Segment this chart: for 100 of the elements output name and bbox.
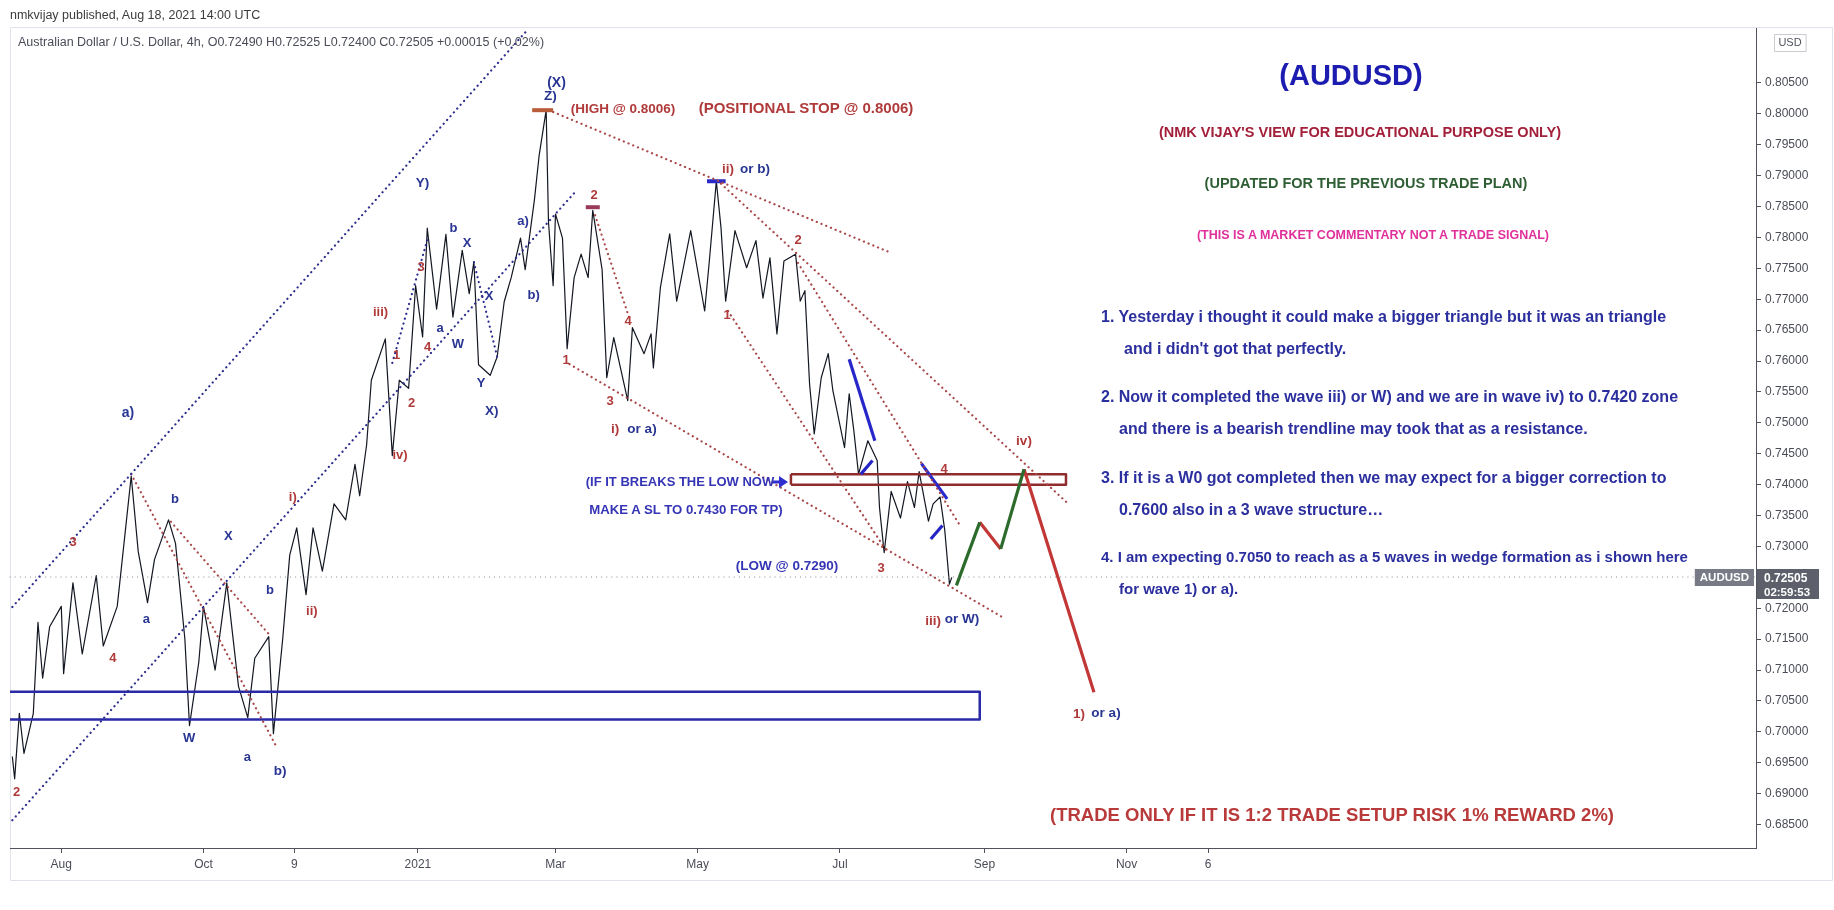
x-tick-label: Jul [832, 856, 848, 871]
annotation: (UPDATED FOR THE PREVIOUS TRADE PLAN) [1204, 174, 1528, 192]
annotation: 4 [109, 649, 117, 666]
annotation: 1. Yesterday i thought it could make a bigger triangle but it was an triangle and i didn't got that perfectly. [1101, 307, 1667, 359]
annotation: 4 [624, 313, 632, 329]
annotation: (POSITIONAL STOP @ 0.8006) [698, 97, 914, 117]
x-tick-label: Aug [50, 856, 72, 871]
y-tick-label: 0.78500 [1765, 198, 1809, 213]
annotation: b) [527, 286, 540, 303]
text: nmkvijay published, Aug 18, 2021 14:00 UTC [10, 7, 261, 23]
annotation: a) [517, 212, 529, 229]
y-tick-label: 0.70500 [1765, 693, 1809, 708]
annotation: 2 [794, 232, 802, 248]
annotation: i) [610, 419, 620, 437]
annotation: b [171, 490, 179, 507]
annotation: Z) [544, 88, 557, 105]
annotation: or a) [1091, 703, 1121, 721]
x-tick-label: Oct [194, 856, 214, 871]
y-tick-label: 0.73000 [1765, 538, 1809, 553]
annotation: iii) [925, 611, 941, 629]
y-tick-label: 0.78000 [1765, 229, 1809, 244]
y-axis-title: USD [1778, 36, 1802, 49]
annotation: a) [121, 402, 135, 421]
annotation: 3 [877, 560, 885, 576]
y-tick-label: 0.74500 [1765, 446, 1809, 461]
annotation: b [266, 581, 274, 598]
annotation: MAKE A SL TO 0.7430 FOR TP) [589, 500, 783, 518]
annotation: X [223, 528, 233, 545]
annotation: 3 [69, 534, 77, 550]
annotation: (THIS IS A MARKET COMMENTARY NOT A TRADE SIGNAL) [1196, 227, 1550, 243]
annotation: ii) [722, 159, 734, 177]
annotation: 4 [423, 339, 432, 355]
y-tick-label: 0.69500 [1765, 755, 1809, 770]
y-tick-label: 0.80500 [1765, 75, 1809, 90]
y-tick-label: 0.69000 [1765, 785, 1809, 800]
y-tick-label: 0.74000 [1765, 476, 1809, 491]
y-tick-label: 0.75500 [1765, 384, 1809, 399]
annotation: (HIGH @ 0.8006) [570, 99, 676, 117]
ref-line-label: AUDUSD [1699, 571, 1749, 584]
annotation: 2 [407, 395, 416, 411]
annotation: 3. If it is a W0 got completed then we may expect for a bigger correction to 0.7600 also in a 3 wave structure… [1101, 468, 1667, 520]
annotation: i) [288, 489, 297, 506]
annotation: 1) [1072, 704, 1086, 722]
y-tick-label: 0.76000 [1765, 353, 1809, 368]
annotation: 4. I am expecting 0.7050 to reach as a 5 waves in wedge formation as i shown here for wave 1) or a). [1101, 547, 1688, 599]
annotation: 1 [723, 307, 731, 323]
y-tick-label: 0.76500 [1765, 322, 1809, 337]
y-tick-label: 0.71000 [1765, 662, 1809, 677]
annotation: Y) [415, 173, 430, 191]
annotation: 2 [12, 784, 21, 800]
annotation: b [449, 220, 458, 236]
x-tick-label: 9 [291, 856, 299, 871]
y-tick-label: 0.79500 [1765, 137, 1809, 152]
annotation: or a) [627, 419, 657, 437]
annotation: (TRADE ONLY IF IT IS 1:2 TRADE SETUP RISK 1% REWARD 2%) [1050, 802, 1614, 826]
annotation: a [142, 611, 151, 627]
annotation: 3 [606, 393, 614, 409]
x-tick-label: May [686, 856, 710, 871]
y-tick-label: 0.75000 [1765, 415, 1809, 430]
annotation: (IF IT BREAKS THE LOW NOW [585, 474, 775, 490]
y-tick-label: 0.70000 [1765, 724, 1809, 739]
annotation: 1 [562, 352, 570, 368]
annotation: X [484, 288, 494, 304]
annotation: Y [476, 375, 486, 391]
annotation: or W) [944, 609, 980, 627]
annotation: (X) [547, 72, 566, 90]
x-tick-label: 6 [1204, 856, 1212, 871]
annotation: b) [273, 761, 287, 779]
annotation: a [243, 748, 251, 765]
y-tick-label: 0.77000 [1765, 291, 1809, 306]
text: 0.72505 [1764, 570, 1808, 586]
y-tick-label: 0.79000 [1765, 168, 1809, 182]
annotation: iii) [373, 304, 389, 320]
x-tick-label: Sep [973, 856, 996, 871]
y-tick-label: 0.73500 [1765, 507, 1809, 522]
annotation: 2. Now it completed the wave iii) or W) and we are in wave iv) to 0.7420 zone and there is a bearish trendline may took that as a resistance. [1101, 387, 1679, 439]
y-tick-label: 0.77500 [1765, 260, 1809, 275]
y-tick-label: 0.68500 [1765, 816, 1809, 831]
annotation: a [436, 320, 444, 336]
annotation: 2 [590, 186, 598, 203]
annotation: ii) [306, 603, 318, 619]
x-tick-label: 2021 [404, 856, 432, 871]
x-tick-label: Nov [1115, 856, 1138, 871]
annotation: iv) [1016, 431, 1032, 449]
annotation: 3 [417, 259, 425, 275]
annotation: 1 [393, 347, 401, 363]
annotation: Australian Dollar / U.S. Dollar, 4h, O0.72490 H0.72525 L0.72400 C0.72505 +0.00015 (+0.02%) [18, 34, 545, 50]
y-tick-label: 0.72000 [1765, 600, 1809, 615]
annotation: (LOW @ 0.7290) [735, 556, 839, 574]
text: 02:59:53 [1764, 585, 1811, 600]
annotation: or b) [740, 159, 770, 177]
annotation: W [183, 729, 196, 746]
annotation: 4 [940, 461, 948, 477]
y-tick-label: 0.71500 [1765, 631, 1809, 646]
text: (AUDUSD) [1279, 58, 1423, 93]
y-tick-label: 0.80000 [1765, 106, 1809, 121]
annotation: (NMK VIJAY'S VIEW FOR EDUCATIONAL PURPOSE ONLY) [1158, 123, 1562, 141]
annotation: iv) [392, 447, 408, 463]
annotation: W [451, 336, 465, 352]
x-tick-label: Mar [545, 856, 566, 871]
